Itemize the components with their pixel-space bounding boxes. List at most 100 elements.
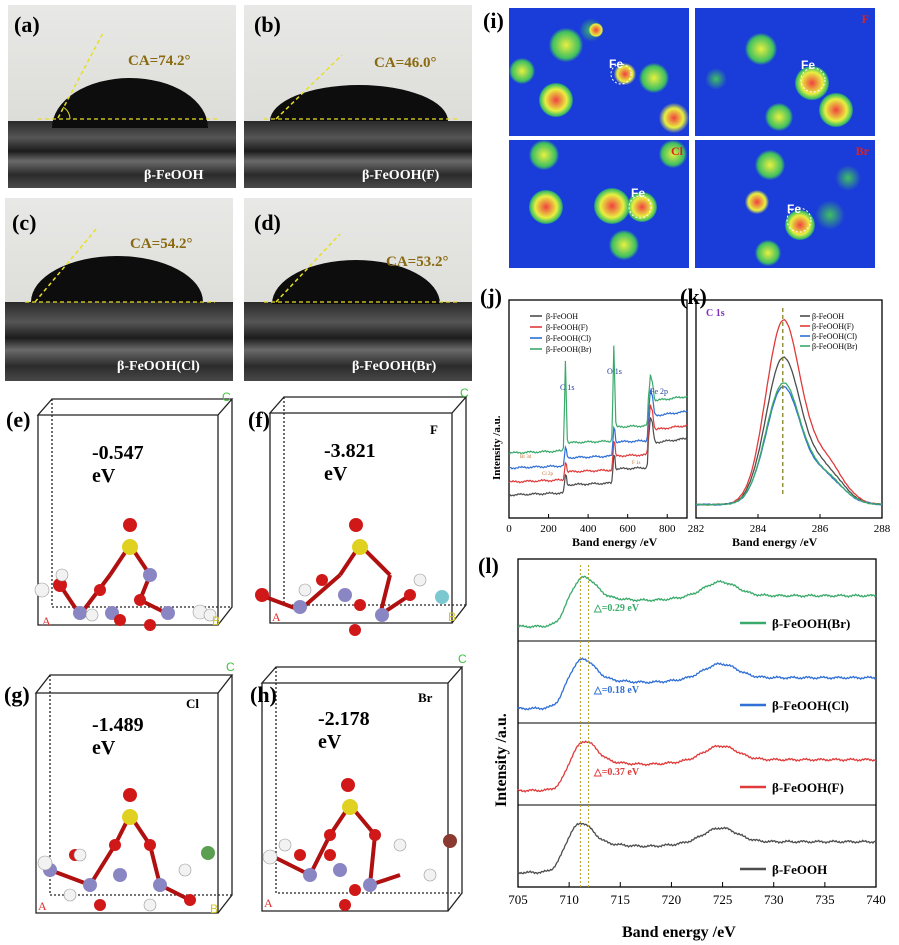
charge-map-br: Fe Br [695, 140, 875, 268]
x-tick-label: 720 [662, 892, 682, 907]
adsorbate-label-f: F [430, 422, 438, 437]
cell-corner-label: C [458, 652, 467, 666]
adsorbate-label-cl: Cl [186, 696, 199, 711]
fe-ledge-chart: △=0.29 eV △=0.18 eV △=0.37 eV 705 710 715 720… [493, 558, 886, 941]
legend-entry: β-FeOOH [812, 312, 844, 321]
halogen-label: F [861, 12, 869, 26]
contact-angle-panel-a: CA=74.2° β-FeOOH [8, 5, 236, 188]
x-tick-label: 200 [540, 523, 557, 535]
contact-angle-value: CA=74.2° [128, 53, 191, 69]
peak-label-fe2p: Fe 2p [650, 387, 668, 396]
series-line [695, 356, 883, 506]
series-line [695, 382, 883, 506]
panel-label-g: (g) [4, 682, 30, 707]
x-tick-label: 400 [580, 523, 597, 535]
shift-label: △=0.29 eV [593, 603, 640, 614]
panel-label-l: (l) [478, 553, 499, 578]
panel-label-j: (j) [480, 284, 502, 309]
charge-map-pristine: Fe [509, 8, 689, 136]
y-axis-label: Intensity /a.u. [493, 713, 510, 807]
cell-origin-label: A [38, 899, 47, 913]
contact-angle-value: CA=54.2° [130, 236, 193, 252]
panel-label-e: (e) [6, 407, 31, 432]
sample-name: β-FeOOH [144, 168, 204, 183]
x-axis-label: Band energy /eV [622, 924, 736, 941]
legend-entry: β-FeOOH(F) [812, 322, 854, 331]
y-axis-label: Intensity /a.u. [491, 415, 503, 480]
cell-b-label: B [210, 902, 218, 916]
series-line [517, 575, 877, 629]
x-tick-label: 284 [750, 523, 767, 535]
cell-corner-label: C [222, 390, 231, 404]
x-tick-label: 730 [764, 892, 784, 907]
x-tick-label: 715 [611, 892, 631, 907]
cell-origin-label: A [272, 610, 281, 624]
legend-entry: β-FeOOH(F) [546, 323, 588, 332]
peak-label-br3d: Br 3d [520, 455, 532, 460]
x-tick-label: 282 [688, 523, 704, 535]
c1s-chart: β-FeOOHβ-FeOOH(F)β-FeOOH(Cl)β-FeOOH(Br) … [688, 299, 891, 549]
legend-entry: β-FeOOH(Br) [812, 342, 858, 351]
series-line [695, 386, 883, 506]
cell-corner-label: C [226, 660, 235, 674]
series-line [517, 822, 877, 875]
contact-angle-panel-c: CA=54.2° β-FeOOH(Cl) [5, 198, 233, 381]
fe-label: Fe [609, 57, 624, 71]
dft-structures: A A A A B B B C C C C [34, 386, 469, 916]
cell-origin-label: A [264, 896, 273, 910]
sample-name: β-FeOOH(F) [362, 168, 440, 183]
legend-entry: β-FeOOH(Br) [546, 345, 592, 354]
x-axis-label: Band energy /eV [732, 535, 818, 549]
series-line [508, 404, 688, 484]
halogen-label: Br [855, 144, 869, 158]
charge-map-cl: Fe Cl [509, 140, 689, 268]
panel-label-h: (h) [250, 682, 277, 707]
contact-angle-value: CA=53.2° [386, 254, 449, 270]
legend-entry: β-FeOOH(Cl) [772, 698, 849, 713]
series-line [508, 389, 688, 470]
x-tick-label: 725 [713, 892, 733, 907]
panel-label-a: (a) [14, 12, 40, 37]
chart-title: C 1s [706, 308, 725, 319]
peak-label-o1s: O 1s [607, 367, 622, 376]
contact-angle-panel-b: CA=46.0° β-FeOOH(F) [244, 5, 472, 188]
series-line [517, 740, 877, 793]
panel-label-b: (b) [254, 12, 281, 37]
x-tick-label: 735 [815, 892, 835, 907]
x-tick-label: 600 [619, 523, 636, 535]
peak-label-c1s: C 1s [560, 383, 574, 392]
series-line [517, 657, 877, 711]
legend-entry: β-FeOOH(Cl) [812, 332, 857, 341]
adsorption-energy-h: -2.178 eV [318, 708, 370, 753]
panel-label-c: (c) [12, 210, 37, 235]
contact-angle-panel-d: CA=53.2° β-FeOOH(Br) [244, 198, 472, 381]
panel-label-i: (i) [483, 8, 504, 33]
x-tick-label: 800 [659, 523, 676, 535]
legend-entry: β-FeOOH(Cl) [546, 334, 591, 343]
adsorbate-label-br: Br [418, 690, 433, 705]
shift-label: △=0.18 eV [593, 685, 640, 696]
x-tick-label: 740 [866, 892, 886, 907]
cell-b-label: B [212, 614, 220, 628]
halogen-label: Cl [671, 144, 683, 158]
charge-map-f: Fe F [695, 8, 875, 136]
shift-label: △=0.37 eV [593, 767, 640, 778]
contact-angle-value: CA=46.0° [374, 55, 437, 71]
x-tick-label: 0 [506, 523, 512, 535]
peak-label-f1s: F 1s [632, 461, 641, 466]
peak-label-cl2p: Cl 2p [542, 472, 553, 477]
legend-entry: β-FeOOH(F) [772, 780, 844, 795]
sample-name: β-FeOOH(Br) [352, 359, 437, 374]
sample-name: β-FeOOH(Cl) [117, 359, 200, 374]
legend-entry: β-FeOOH [546, 312, 578, 321]
fe-label: Fe [787, 202, 802, 216]
x-tick-label: 288 [874, 523, 891, 535]
x-tick-label: 286 [812, 523, 829, 535]
cell-origin-label: A [42, 614, 51, 628]
fe-label: Fe [631, 186, 646, 200]
x-tick-label: 705 [508, 892, 528, 907]
legend-entry: β-FeOOH(Br) [772, 616, 850, 631]
panel-label-d: (d) [254, 210, 281, 235]
cell-corner-label: C [460, 386, 469, 400]
legend-entry: β-FeOOH [772, 862, 827, 877]
